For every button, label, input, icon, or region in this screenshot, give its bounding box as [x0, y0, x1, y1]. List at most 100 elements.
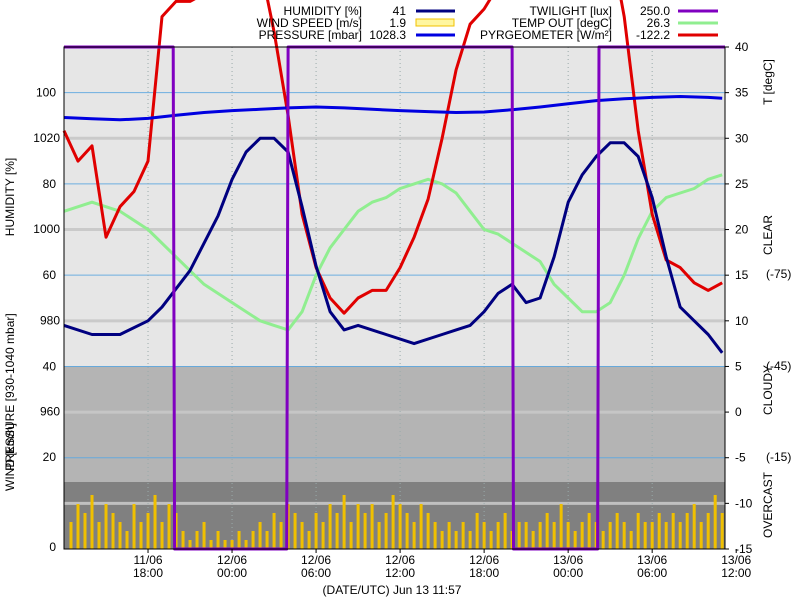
wind-bar [643, 522, 647, 549]
pyrgeometer-line [62, 0, 723, 315]
temp-out-line [63, 173, 723, 332]
wind-bar [664, 522, 668, 549]
wind-bar [468, 531, 472, 549]
right-tick-label: 30 [735, 131, 749, 145]
wind-bar [314, 513, 318, 549]
legend-wind-swatch [415, 18, 455, 27]
wind-bar [132, 504, 136, 549]
legend-humidity-value: 41 [393, 4, 407, 18]
wind-bar [244, 540, 248, 549]
y-axis-title-humidity: HUMIDITY [%] [3, 158, 17, 236]
x-tick-date: 12/06 [217, 553, 247, 567]
sky-label-cloudy: CLOUDY [761, 365, 775, 415]
wind-bar [384, 513, 388, 549]
wind-bar [587, 513, 591, 549]
wind-bar [454, 531, 458, 549]
wind-bar [125, 531, 129, 549]
legend-pyrgeometer-value: -122.2 [636, 28, 670, 42]
sky-label-overcast: OVERCAST [761, 471, 775, 538]
wind-bar [153, 495, 157, 549]
wind-bar [202, 522, 206, 549]
right-axis-title-temp: T [degC] [761, 59, 775, 105]
wind-bar [265, 531, 269, 549]
right-tick-label: 5 [735, 359, 742, 373]
right-tick-label: 35 [735, 86, 749, 100]
wind-bar [139, 522, 143, 549]
x-tick-date: 13/06 [553, 553, 583, 567]
wind-bar [405, 513, 409, 549]
x-tick-time: 06:00 [637, 566, 667, 580]
wind-bar [272, 513, 276, 549]
x-tick-time: 12:00 [385, 566, 415, 580]
plot-background-clear [64, 47, 725, 366]
right-tick-label: 20 [735, 223, 749, 237]
y-axis-title-pressure-visible: PRESSURE [930-1040 mbar] [3, 313, 17, 470]
wind-bar [104, 504, 108, 549]
wind-bar [447, 522, 451, 549]
wind-bar [601, 531, 605, 549]
x-tick-date: 12/06 [301, 553, 331, 567]
sky-label-clear: CLEAR [761, 215, 775, 255]
legend-pressure-label: PRESSURE [mbar] [259, 28, 362, 42]
y-axis-title-wind: WIND [km/h] [3, 423, 17, 491]
wind-bar [83, 513, 87, 549]
wind-bar [622, 522, 626, 549]
wind-bar [426, 513, 430, 549]
right-tick-label: -5 [735, 451, 746, 465]
wind-bar [489, 531, 493, 549]
x-tick-time: 00:00 [553, 566, 583, 580]
wind-bar [720, 513, 724, 549]
right-tick-label: 25 [735, 177, 749, 191]
wind-bar [251, 531, 255, 549]
right-tick-label: -15 [735, 542, 753, 556]
legend-wind-value: 1.9 [389, 16, 406, 30]
wind-bar [188, 540, 192, 549]
x-tick-date: 12/06 [469, 553, 499, 567]
wind-bar [335, 513, 339, 549]
legend-wind-label: WIND SPEED [m/s] [257, 16, 362, 30]
wind-bar [559, 504, 563, 549]
wind-bar [111, 513, 115, 549]
wind-bar [363, 513, 367, 549]
x-tick-date: 11/06 [133, 553, 162, 567]
wind-bar [230, 540, 234, 549]
wind-bar [377, 522, 381, 549]
wind-bar [216, 531, 220, 549]
wind-bar [580, 522, 584, 549]
wind-bar [181, 531, 185, 549]
wind-bar [482, 522, 486, 549]
wind-bar [538, 522, 542, 549]
sky-value-cloudy: (-45) [766, 359, 791, 373]
plot-background-cloudy [64, 366, 725, 482]
legend-twilight-label: TWILIGHT [lux] [530, 4, 612, 18]
pressure-tick-label: 960 [40, 405, 60, 419]
wind-bar [657, 513, 661, 549]
humidity-tick-label: 60 [43, 268, 57, 282]
wind-bar [531, 531, 535, 549]
wind-bar [678, 522, 682, 549]
wind-bar [160, 522, 164, 549]
legend-temp-label: TEMP OUT [degC] [512, 16, 612, 30]
wind-bar [566, 522, 570, 549]
wind-bar [307, 531, 311, 549]
wind-bar [237, 531, 241, 549]
wind-bar [321, 522, 325, 549]
wind-bar [433, 522, 437, 549]
wind-bar [146, 513, 150, 549]
wind-bar [706, 513, 710, 549]
legend: HUMIDITY [%] 41 WIND SPEED [m/s] 1.9 PRE… [257, 4, 718, 42]
pressure-tick-label: 1000 [33, 222, 60, 236]
sky-value-overcast: (-15) [766, 450, 791, 464]
wind-bar [419, 504, 423, 549]
x-tick-time: 18:00 [469, 566, 499, 580]
wind-bar [552, 522, 556, 549]
x-tick-date: 12/06 [385, 553, 415, 567]
humidity-tick-label: 100 [36, 86, 56, 100]
humidity-tick-label: 40 [43, 359, 57, 373]
wind-bar [636, 513, 640, 549]
right-tick-label: 10 [735, 314, 749, 328]
wind-bar [671, 513, 675, 549]
legend-pyrgeometer-label: PYRGEOMETER [W/m²] [480, 28, 612, 42]
wind-bar [685, 513, 689, 549]
